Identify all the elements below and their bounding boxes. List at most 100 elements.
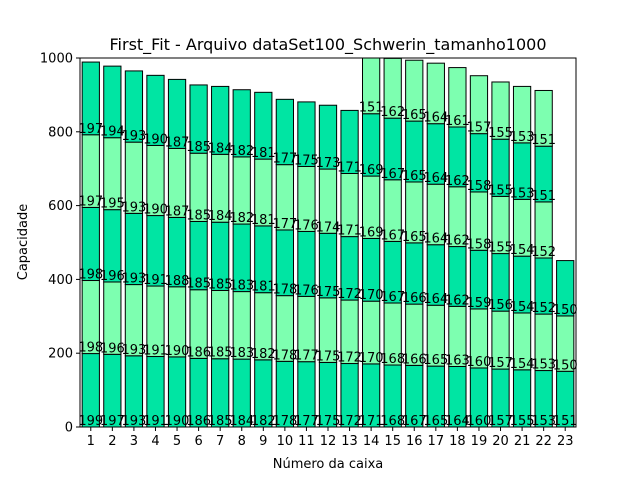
x-tick-label: 19 (471, 434, 488, 449)
segment-label-box-21-item-1: 155 (510, 414, 535, 429)
segment-label-box-20-item-1: 157 (488, 414, 513, 429)
segment-label-box-5-item-5: 187 (165, 135, 190, 150)
x-tick-label: 15 (384, 434, 401, 449)
segment-label-box-17-item-5: 164 (423, 171, 448, 186)
segment-label-box-14-item-6: 151 (359, 101, 384, 116)
bar-segment-box-1-item-5 (81, 61, 100, 136)
segment-label-box-3-item-3: 193 (121, 272, 146, 287)
segment-label-box-11-item-3: 176 (294, 283, 319, 298)
segment-label-box-17-item-6: 164 (423, 111, 448, 126)
segment-label-box-8-item-1: 184 (229, 414, 254, 429)
segment-label-box-12-item-4: 174 (316, 220, 341, 235)
segment-label-box-14-item-1: 171 (359, 414, 384, 429)
x-tick-label: 2 (108, 434, 116, 449)
bar-segment-box-9-item-5 (254, 91, 273, 160)
segment-label-box-9-item-3: 181 (251, 280, 276, 295)
segment-label-box-20-item-4: 155 (488, 241, 513, 256)
segment-label-box-13-item-3: 172 (337, 287, 362, 302)
segment-label-box-19-item-4: 158 (467, 237, 492, 252)
segment-label-box-23-item-2: 150 (553, 358, 578, 373)
y-tick-label: 800 (48, 125, 73, 140)
segment-label-box-21-item-4: 154 (510, 243, 535, 258)
bar-segment-box-3-item-5 (124, 70, 144, 143)
segment-label-box-1-item-2: 198 (78, 341, 103, 356)
segment-label-box-7-item-1: 185 (208, 414, 233, 429)
bar-segment-box-16-item-6 (405, 59, 424, 122)
segment-label-box-11-item-2: 177 (294, 349, 319, 364)
x-tick-label: 9 (259, 434, 267, 449)
segment-label-box-6-item-5: 185 (186, 140, 211, 155)
bar-segment-box-10-item-5 (275, 98, 294, 166)
segment-label-box-17-item-4: 164 (423, 232, 448, 247)
segment-label-box-15-item-3: 167 (380, 290, 405, 305)
segment-label-box-20-item-6: 155 (488, 126, 513, 141)
x-tick-label: 5 (173, 434, 181, 449)
segment-label-box-12-item-1: 175 (316, 414, 341, 429)
segment-label-box-2-item-3: 196 (100, 269, 125, 284)
segment-label-box-16-item-1: 167 (402, 414, 427, 429)
segment-label-box-6-item-1: 186 (186, 414, 211, 429)
bar-segment-box-7-item-5 (211, 85, 230, 155)
segment-label-box-13-item-4: 171 (337, 224, 362, 239)
segment-label-box-13-item-2: 172 (337, 351, 362, 366)
segment-label-box-15-item-5: 167 (380, 167, 405, 182)
segment-label-box-22-item-3: 152 (531, 301, 556, 316)
segment-label-box-16-item-5: 165 (402, 169, 427, 184)
segment-label-box-5-item-1: 190 (165, 414, 190, 429)
x-tick-label: 4 (151, 434, 159, 449)
segment-label-box-2-item-1: 197 (100, 414, 125, 429)
chart-title: First_Fit - Arquivo dataSet100_Schwerin_… (110, 35, 547, 55)
segment-label-box-9-item-4: 181 (251, 213, 276, 228)
bar-segment-box-23-item-3 (556, 260, 575, 317)
segment-label-box-7-item-5: 184 (208, 141, 233, 156)
x-tick-label: 1 (87, 434, 95, 449)
y-tick-label: 0 (65, 421, 73, 436)
segment-label-box-11-item-1: 177 (294, 414, 319, 429)
segment-label-box-8-item-5: 182 (229, 144, 254, 159)
segment-label-box-1-item-4: 197 (78, 194, 103, 209)
segment-label-box-10-item-4: 177 (272, 217, 297, 232)
segment-label-box-18-item-6: 161 (445, 114, 470, 129)
y-tick-label: 600 (48, 199, 73, 214)
segment-label-box-7-item-3: 185 (208, 277, 233, 292)
segment-label-box-10-item-3: 178 (272, 283, 297, 298)
segment-label-box-19-item-2: 160 (467, 355, 492, 370)
x-tick-label: 14 (363, 434, 380, 449)
y-tick-label: 1000 (40, 52, 73, 67)
segment-label-box-3-item-1: 193 (121, 414, 146, 429)
segment-label-box-17-item-3: 164 (423, 292, 448, 307)
segment-label-box-17-item-1: 165 (423, 414, 448, 429)
segment-label-box-22-item-2: 153 (531, 358, 556, 373)
segment-label-box-15-item-6: 162 (380, 105, 405, 120)
bar-segment-box-12-item-5 (318, 104, 338, 170)
segment-label-box-18-item-5: 162 (445, 174, 470, 189)
segment-label-box-21-item-2: 154 (510, 357, 535, 372)
segment-label-box-14-item-2: 170 (359, 351, 384, 366)
segment-label-box-5-item-4: 187 (165, 204, 190, 219)
segment-label-box-3-item-5: 193 (121, 129, 146, 144)
segment-label-box-4-item-2: 191 (143, 344, 168, 359)
bar-segment-box-8-item-5 (232, 89, 251, 158)
segment-label-box-4-item-1: 191 (143, 414, 168, 429)
x-tick-label: 17 (428, 434, 445, 449)
segment-label-box-3-item-2: 193 (121, 343, 146, 358)
segment-label-box-21-item-5: 153 (510, 186, 535, 201)
x-tick-label: 10 (277, 434, 294, 449)
segment-label-box-19-item-5: 158 (467, 179, 492, 194)
segment-label-box-7-item-2: 185 (208, 346, 233, 361)
y-tick-label: 400 (48, 273, 73, 288)
segment-label-box-12-item-3: 175 (316, 285, 341, 300)
segment-label-box-5-item-2: 190 (165, 344, 190, 359)
segment-label-box-8-item-2: 183 (229, 346, 254, 361)
x-tick-label: 8 (238, 434, 246, 449)
x-tick-label: 21 (514, 434, 531, 449)
segment-label-box-9-item-5: 181 (251, 146, 276, 161)
segment-label-box-19-item-6: 157 (467, 121, 492, 136)
x-tick-label: 20 (492, 434, 509, 449)
bar-segment-box-6-item-5 (189, 84, 208, 154)
x-tick-label: 16 (406, 434, 423, 449)
segment-label-box-21-item-6: 153 (510, 130, 535, 145)
segment-label-box-23-item-3: 150 (553, 303, 578, 318)
bar-segment-box-13-item-5 (340, 109, 359, 174)
segment-label-box-12-item-2: 175 (316, 349, 341, 364)
